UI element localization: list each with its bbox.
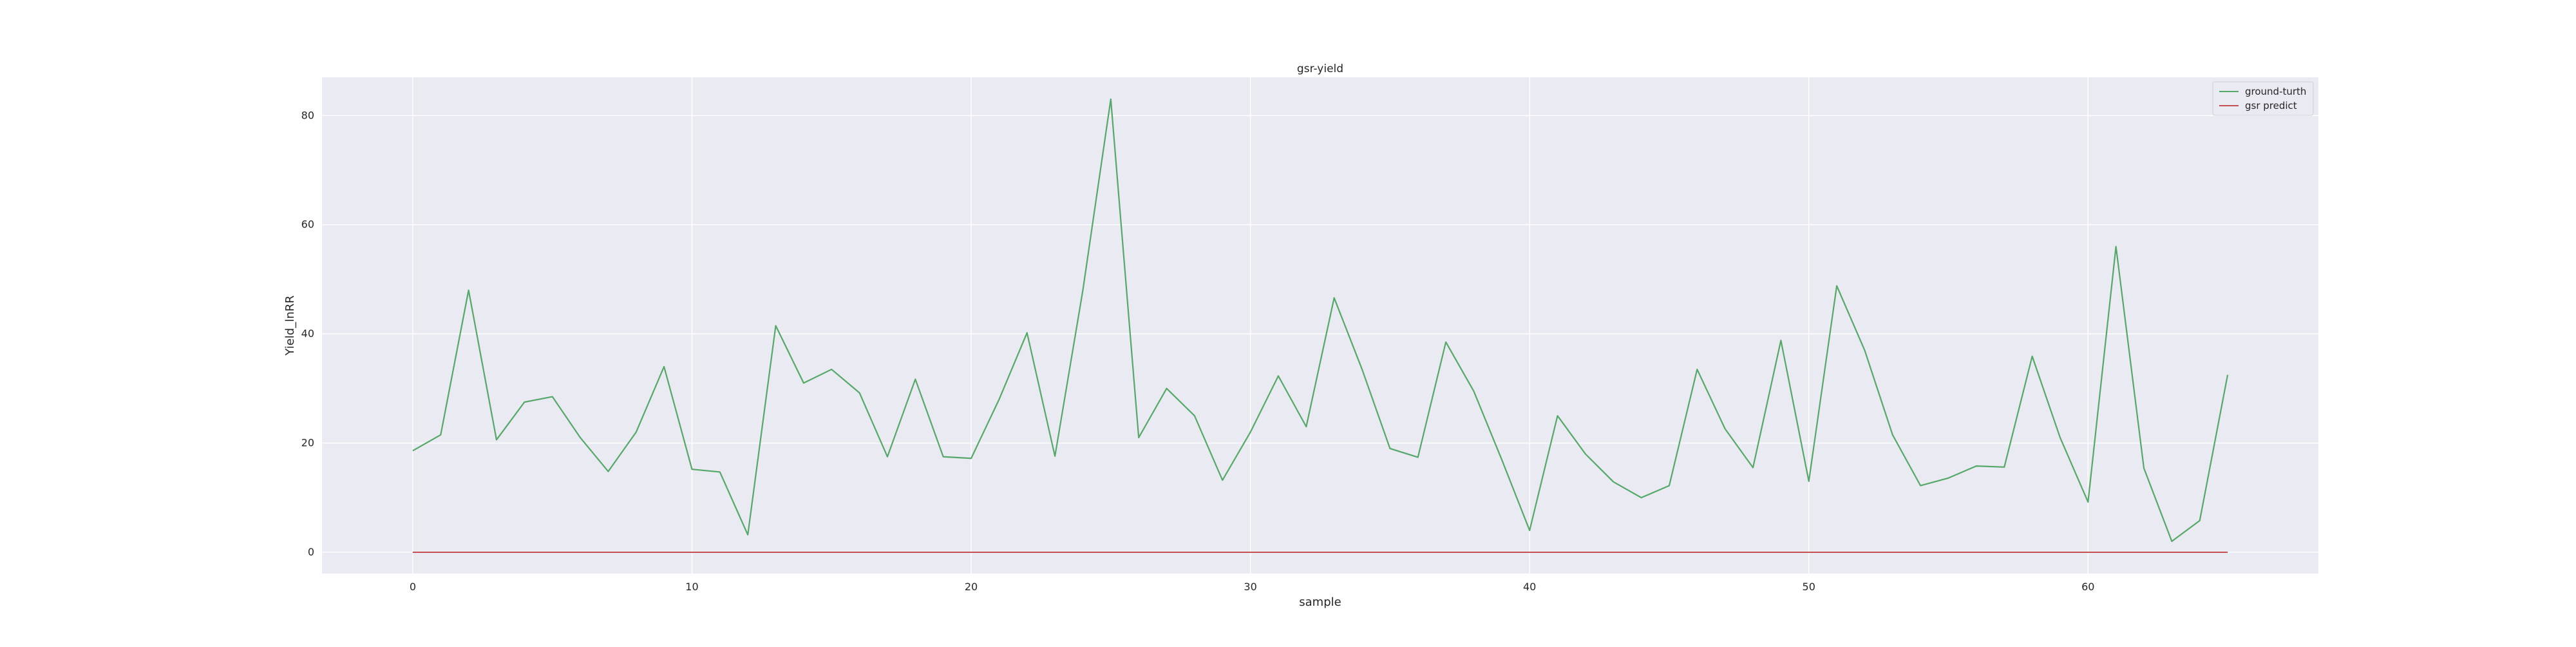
x-tick-label: 20 bbox=[965, 581, 978, 593]
x-axis-label: sample bbox=[1299, 595, 1341, 609]
chart-title: gsr-yield bbox=[1297, 63, 1343, 75]
plot-background bbox=[322, 77, 2318, 574]
x-tick-label: 30 bbox=[1244, 581, 1256, 593]
series-line-ground-truth bbox=[412, 98, 2229, 543]
series-layer bbox=[412, 98, 2229, 553]
y-tick-label: 80 bbox=[301, 109, 314, 121]
legend-label-ground-truth: ground-turth bbox=[2245, 86, 2306, 97]
x-tick-label: 10 bbox=[685, 581, 698, 593]
y-tick-label: 40 bbox=[301, 327, 314, 340]
tick-labels: 0 10 20 30 40 50 60 0 20 40 60 80 bbox=[301, 109, 2095, 593]
y-tick-label: 60 bbox=[301, 218, 314, 231]
legend-label-gsr-predict: gsr predict bbox=[2245, 100, 2297, 111]
x-tick-label: 60 bbox=[2081, 581, 2094, 593]
legend-box bbox=[2212, 81, 2314, 116]
grid bbox=[322, 77, 2318, 574]
y-axis-label: Yield_lnRR bbox=[283, 295, 297, 356]
x-tick-label: 50 bbox=[1803, 581, 1815, 593]
x-tick-label: 40 bbox=[1523, 581, 1536, 593]
legend: ground-turth gsr predict bbox=[2212, 81, 2314, 116]
x-tick-label: 0 bbox=[410, 581, 416, 593]
y-tick-label: 20 bbox=[301, 437, 314, 449]
y-tick-label: 0 bbox=[308, 546, 314, 558]
